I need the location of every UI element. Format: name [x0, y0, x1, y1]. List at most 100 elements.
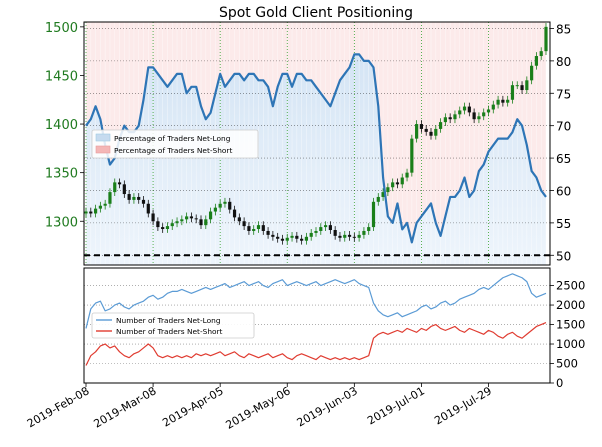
- candle-body: [266, 230, 270, 235]
- x-axis-tick-label: 2019-Jul-29: [432, 384, 494, 427]
- candle-body: [352, 236, 356, 238]
- candle-body: [93, 208, 98, 214]
- candle-body: [228, 201, 232, 210]
- candle-body: [280, 238, 285, 241]
- candle-body: [453, 114, 457, 120]
- legend-label-net-long-pct: Percentage of Traders Net-Long: [114, 134, 231, 143]
- candle-body: [486, 109, 491, 113]
- candle-body: [141, 199, 146, 204]
- candle-body: [213, 207, 217, 212]
- left-axis-tick-label: 1450: [45, 69, 78, 84]
- count-axis-tick-label: 0: [556, 376, 563, 390]
- candle-body: [247, 226, 251, 231]
- count-axis-tick-label: 1000: [556, 337, 585, 351]
- trader-count-legend: Number of Traders Net-Long Number of Tra…: [91, 312, 255, 339]
- x-axis-tick-label: 2019-Apr-05: [160, 384, 225, 429]
- candle-body: [103, 203, 107, 206]
- candle-body: [510, 85, 515, 100]
- candle-body: [300, 238, 304, 241]
- candle-body: [343, 234, 347, 238]
- candle-body: [405, 172, 409, 178]
- count-axis-tick-label: 2000: [556, 298, 585, 312]
- x-axis-tick-label: 2019-Jun-03: [295, 384, 360, 429]
- right-axis-tick-label: 75: [556, 87, 571, 101]
- candle-body: [175, 221, 179, 224]
- candle-body: [170, 223, 174, 227]
- count-axis-tick-label: 2500: [556, 279, 585, 293]
- candle-body: [448, 117, 452, 120]
- candle-body: [333, 230, 337, 236]
- count-axis-tick-label: 500: [556, 357, 578, 371]
- candle-body: [132, 196, 136, 200]
- candle-body: [271, 234, 275, 237]
- candle-body: [395, 182, 400, 185]
- candle-body: [295, 235, 299, 239]
- candle-body: [319, 227, 323, 231]
- candle-body: [117, 182, 122, 185]
- candle-body: [400, 177, 404, 185]
- net-long-pct-line: [85, 53, 547, 244]
- x-axis-tick-label: 2019-Feb-08: [25, 384, 92, 430]
- candle-body: [357, 234, 361, 238]
- candle-body: [338, 235, 342, 238]
- candle-body: [232, 209, 237, 218]
- candle-body: [438, 122, 443, 129]
- candle-body: [386, 187, 390, 193]
- x-axis-tick-label: 2019-May-06: [223, 384, 292, 432]
- candle-body: [122, 184, 126, 195]
- candle-body: [482, 112, 486, 117]
- legend-label-net-long-count: Number of Traders Net-Long: [116, 316, 221, 325]
- candle-body: [223, 201, 227, 204]
- candle-body: [261, 225, 265, 231]
- x-axis-tick-label: 2019-Jul-01: [365, 384, 427, 427]
- right-axis-tick-label: 55: [556, 217, 571, 231]
- right-axis-tick-label: 85: [556, 22, 571, 36]
- legend-label-net-short-pct: Percentage of Traders Net-Short: [114, 146, 232, 155]
- candle-body: [237, 217, 241, 222]
- candle-body: [367, 227, 371, 231]
- candle-body: [151, 213, 155, 222]
- candle-body: [534, 56, 539, 66]
- candle-body: [290, 235, 294, 238]
- candle-body: [194, 218, 198, 220]
- candle-body: [208, 211, 213, 220]
- candle-body: [544, 26, 548, 52]
- candle-body: [328, 225, 332, 231]
- candle-body: [415, 124, 419, 139]
- trader-count-panel: 0 500 1000 1500 2000 2500 2019-Feb-08 2019-Mar-…: [25, 267, 585, 432]
- candle-body: [314, 230, 318, 233]
- net-short-count-line: [85, 322, 547, 366]
- candle-body: [472, 112, 476, 120]
- legend-swatch-net-long-pct: [95, 133, 111, 142]
- candle-body: [371, 201, 376, 228]
- candle-body: [89, 211, 93, 214]
- candle-body: [434, 128, 438, 136]
- candle-body: [391, 182, 395, 188]
- candle-body: [161, 227, 165, 230]
- candle-body: [204, 219, 208, 226]
- candle-body: [199, 219, 203, 226]
- candle-body: [376, 196, 380, 202]
- candle-body: [501, 99, 505, 103]
- left-axis-tick-label: 1350: [45, 167, 78, 182]
- candle-body: [242, 221, 246, 227]
- candle-body: [424, 128, 428, 132]
- chart-title: Spot Gold Client Positioning: [219, 5, 413, 21]
- candle-body: [218, 203, 222, 208]
- candle-body: [429, 131, 433, 136]
- candle-body: [506, 99, 510, 103]
- left-axis-tick-label: 1300: [45, 215, 78, 230]
- candle-body: [477, 116, 481, 120]
- positioning-legend: Percentage of Traders Net-Long Percentag…: [91, 129, 259, 159]
- left-axis-tick-label: 1400: [45, 118, 78, 133]
- candle-body: [98, 205, 102, 209]
- legend-label-net-short-count: Number of Traders Net-Short: [116, 327, 223, 336]
- candle-body: [252, 229, 256, 231]
- candle-body: [530, 65, 534, 81]
- candle-body: [323, 225, 328, 228]
- candle-body: [309, 232, 313, 237]
- right-axis-tick-label: 80: [556, 55, 571, 69]
- candle-body: [285, 237, 289, 241]
